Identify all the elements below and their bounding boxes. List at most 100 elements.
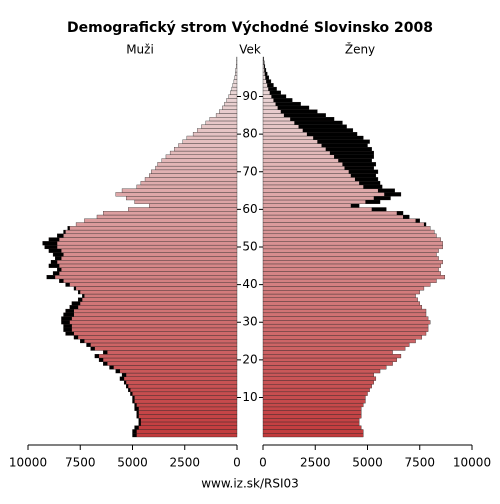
x-tick-label: 7500 — [404, 456, 435, 470]
male-bar — [110, 366, 237, 370]
male-excess — [103, 362, 107, 366]
male-excess — [139, 422, 141, 426]
male-bar — [137, 411, 237, 415]
x-tick-label: 10000 — [453, 456, 491, 470]
female-bar — [263, 283, 430, 287]
y-tick-label: 20 — [242, 352, 257, 366]
female-bar — [263, 241, 443, 245]
male-bar — [45, 245, 237, 249]
female-excess — [265, 72, 268, 76]
male-excess — [66, 309, 74, 313]
male-excess — [133, 399, 135, 403]
female-excess — [355, 177, 378, 181]
male-excess — [135, 426, 139, 430]
x-tick-label: 10000 — [9, 456, 47, 470]
male-bar — [210, 117, 237, 121]
male-excess — [66, 283, 70, 287]
male-excess — [124, 381, 126, 385]
male-bar — [128, 388, 237, 392]
male-excess — [61, 317, 71, 321]
female-excess — [342, 162, 375, 166]
right-label: Ženy — [345, 42, 375, 57]
male-bar — [76, 223, 237, 227]
female-excess — [330, 151, 374, 155]
female-bar — [263, 196, 390, 200]
x-tick-label: 0 — [259, 456, 267, 470]
female-excess — [271, 95, 286, 99]
female-excess — [351, 204, 359, 208]
male-excess — [116, 369, 120, 373]
female-bar — [263, 328, 428, 332]
female-excess — [313, 136, 363, 140]
male-bar — [116, 369, 237, 373]
male-bar — [122, 373, 237, 377]
male-bar — [49, 264, 237, 268]
female-bar — [263, 392, 368, 396]
y-tick-label: 80 — [242, 127, 257, 141]
female-bar — [263, 358, 397, 362]
male-bar — [72, 302, 237, 306]
male-bar — [116, 192, 237, 196]
female-excess — [326, 147, 372, 151]
male-bar — [103, 350, 237, 354]
male-bar — [80, 339, 237, 343]
male-bar — [61, 317, 237, 321]
female-excess — [264, 61, 265, 65]
footer: www.iz.sk/RSI03 — [201, 477, 299, 491]
male-bar — [64, 328, 237, 332]
female-excess — [351, 174, 376, 178]
x-tick-label: 7500 — [65, 456, 96, 470]
female-bar — [263, 200, 380, 204]
male-bar — [57, 268, 237, 272]
male-excess — [80, 339, 84, 343]
male-excess — [55, 256, 61, 260]
female-bar — [263, 256, 439, 260]
male-excess — [78, 290, 80, 294]
male-bar — [193, 132, 237, 136]
female-excess — [363, 185, 382, 189]
female-bar — [263, 215, 409, 219]
left-label: Muži — [126, 43, 154, 57]
male-bar — [64, 230, 237, 234]
male-excess — [82, 294, 84, 298]
male-bar — [124, 381, 237, 385]
male-bar — [74, 335, 237, 339]
female-bar — [263, 211, 403, 215]
female-bar — [263, 279, 436, 283]
female-bar — [263, 189, 395, 193]
male-bar — [166, 155, 237, 159]
female-excess — [265, 76, 269, 80]
female-excess — [284, 113, 326, 117]
male-excess — [64, 328, 72, 332]
x-tick-label: 0 — [233, 456, 241, 470]
female-excess — [264, 65, 265, 69]
female-bar — [263, 407, 361, 411]
male-bar — [74, 287, 237, 291]
female-bar — [263, 381, 374, 385]
male-excess — [49, 264, 59, 268]
male-excess — [72, 302, 80, 306]
male-bar — [128, 207, 237, 211]
male-excess — [74, 287, 76, 291]
male-excess — [64, 313, 74, 317]
male-bar — [139, 418, 237, 422]
female-bar — [263, 350, 393, 354]
male-excess — [53, 253, 63, 257]
female-excess — [416, 219, 420, 223]
male-bar — [170, 151, 237, 155]
male-bar — [59, 279, 237, 283]
female-excess — [299, 125, 347, 129]
male-excess — [137, 414, 139, 418]
male-bar — [122, 189, 237, 193]
female-bar — [263, 253, 436, 257]
female-bar — [263, 388, 370, 392]
female-bar — [263, 414, 361, 418]
male-excess — [49, 238, 59, 242]
male-excess — [74, 335, 78, 339]
male-bar — [49, 238, 237, 242]
female-bar — [263, 290, 420, 294]
male-bar — [133, 433, 238, 437]
female-bar — [263, 268, 439, 272]
female-bar — [263, 426, 361, 430]
female-excess — [281, 110, 318, 114]
